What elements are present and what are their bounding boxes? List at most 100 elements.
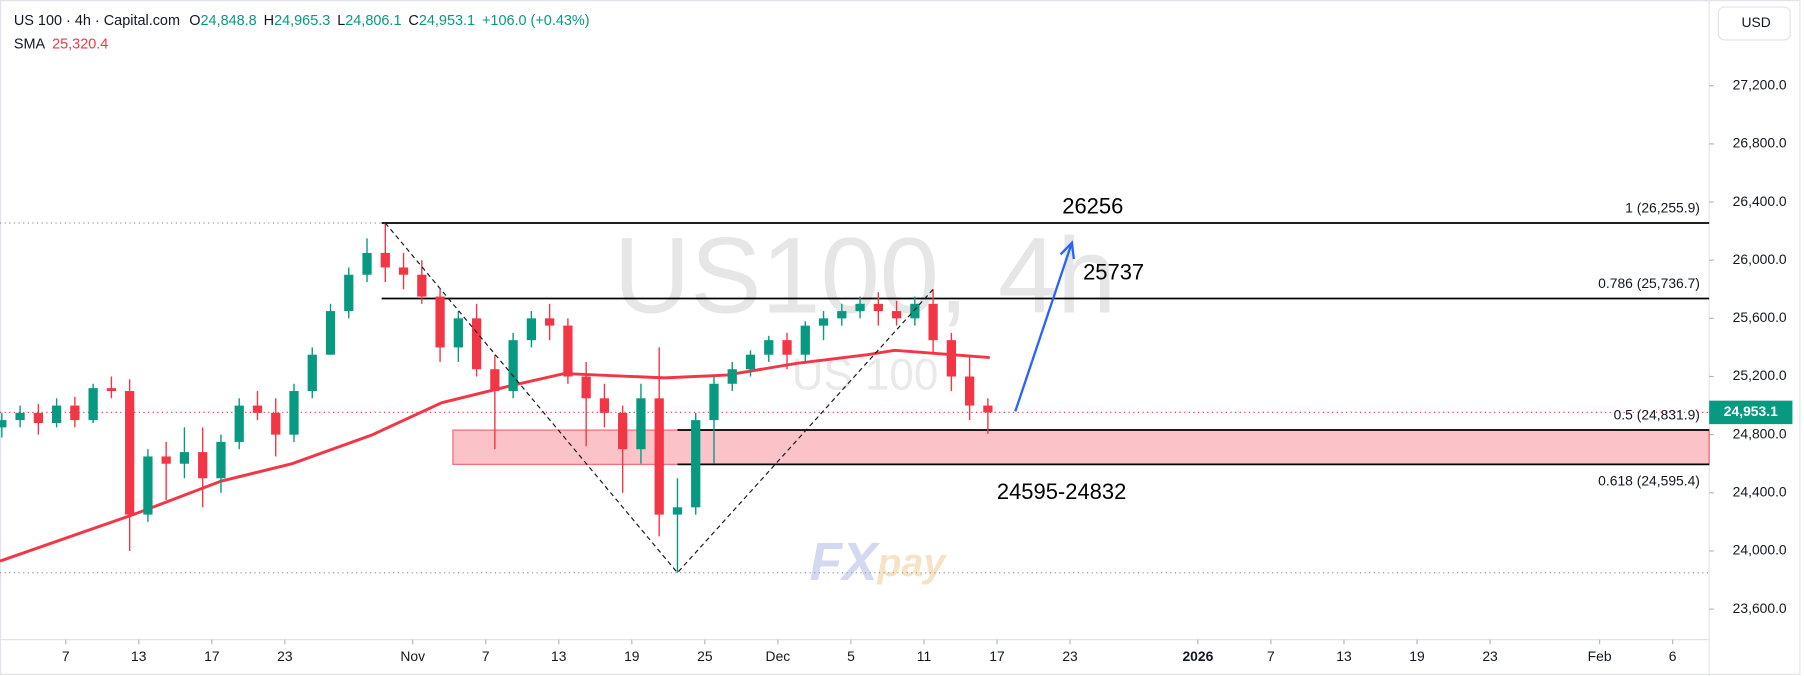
candle-body (252, 405, 263, 413)
fib-label: 0.5 (24,831.9) (1614, 407, 1700, 423)
fib-label: 0.786 (25,736.7) (1598, 275, 1700, 291)
candle-body (545, 318, 555, 326)
currency-button[interactable] (1717, 6, 1791, 41)
candle-body (471, 318, 482, 370)
candle-body (0, 420, 7, 428)
y-tick-label: 24,400.0 (1733, 483, 1787, 499)
x-tick-label: 13 (131, 648, 147, 664)
x-tick-label: Dec (766, 648, 791, 664)
x-tick-label: 19 (1409, 648, 1425, 664)
x-tick-label: 5 (847, 648, 855, 664)
ohlc-value: 24,953.1 (419, 13, 475, 29)
x-tick-label: 7 (482, 648, 490, 664)
candle-body (453, 318, 463, 348)
x-tick-label: 17 (204, 648, 220, 664)
candle-body (965, 376, 975, 406)
candle-body (33, 412, 43, 424)
candle-body (654, 398, 664, 515)
candle-body (490, 369, 500, 392)
candle-body (581, 376, 591, 399)
symbol: US 100 · 4h · Capital.com (14, 13, 180, 29)
candle-body (618, 412, 628, 450)
y-tick-label: 25,200.0 (1733, 367, 1787, 383)
candle-body (837, 311, 847, 319)
ohlc-key: O (189, 13, 200, 29)
x-tick-label: Nov (400, 648, 425, 664)
candle-body (691, 420, 701, 508)
y-tick-label: 26,000.0 (1733, 251, 1787, 267)
candle-body (928, 303, 938, 341)
annotation: 25737 (1083, 259, 1144, 284)
sma-value: 25,320.4 (52, 36, 108, 52)
x-tick-label: 6 (1669, 648, 1677, 664)
candle-body (106, 388, 117, 392)
x-tick-label: 17 (989, 648, 1005, 664)
y-tick-label: 26,400.0 (1733, 193, 1787, 209)
header: US 100 · 4h · Capital.com O24,848.8 H24,96… (14, 13, 590, 29)
y-tick-label: 25,600.0 (1733, 309, 1787, 325)
x-tick-label: Feb (1588, 648, 1612, 664)
candle-body (161, 456, 171, 464)
candle-body (271, 412, 281, 435)
x-tick-label: 23 (277, 648, 293, 664)
candle-body (289, 391, 299, 435)
candle-body (727, 369, 737, 384)
candle-body (398, 267, 409, 275)
candle-body (380, 252, 390, 268)
ohlc-key: L (337, 13, 345, 29)
x-tick-label: 13 (551, 648, 567, 664)
ohlc-value: 24,965.3 (274, 13, 330, 29)
candle-body (125, 391, 135, 515)
logo: FXpay (809, 532, 947, 592)
candle-body (216, 441, 226, 479)
candle-body (70, 405, 80, 421)
candle-body (435, 296, 445, 348)
ohlc-value: 24,848.8 (201, 13, 257, 29)
candle-body (307, 354, 317, 392)
candle-body (946, 340, 956, 377)
x-tick-label: 23 (1482, 648, 1498, 664)
change: +106.0 (+0.43%) (482, 13, 590, 29)
watermark-title: US100, 4h (614, 215, 1117, 336)
fib-label: 0.618 (24,595.4) (1598, 473, 1700, 489)
annotation: 26256 (1062, 193, 1123, 218)
candle-body (983, 405, 993, 413)
currency[interactable]: USD (1742, 14, 1771, 30)
candle-body (764, 340, 774, 355)
watermark-subtitle: US 100 (792, 350, 939, 399)
candle-body (891, 311, 902, 319)
candle-body (179, 452, 190, 464)
x-tick-label: 7 (62, 648, 70, 664)
y-tick-label: 24,000.0 (1733, 542, 1787, 558)
candle-body (855, 303, 865, 312)
candle-body (15, 412, 25, 421)
y-tick-label: 23,600.0 (1733, 600, 1787, 616)
candle-body (563, 325, 573, 377)
x-tick-label: 25 (697, 648, 713, 664)
annotation: 24595-24832 (997, 479, 1126, 504)
x-tick-label: 23 (1062, 648, 1078, 664)
candle-body (234, 405, 244, 442)
candle-body (325, 311, 336, 355)
candle-body (672, 507, 683, 515)
candle-body (800, 325, 810, 355)
logo-fx: FX (809, 532, 880, 592)
sma-legend: SMA 25,320.4 (14, 36, 108, 52)
candle-body (599, 398, 610, 413)
arrow-shaft (1014, 242, 1073, 412)
candle-body (88, 388, 98, 421)
candle-body (782, 340, 792, 355)
candle-body (344, 274, 354, 312)
candle-body (198, 452, 208, 479)
candle-body (745, 354, 756, 370)
x-tick-label: 2026 (1182, 648, 1213, 664)
candle-body (873, 303, 883, 312)
candle-body (51, 405, 62, 424)
candle-body (362, 252, 372, 275)
y-tick-label: 27,200.0 (1733, 76, 1787, 92)
price-tag (1709, 400, 1793, 425)
candle-body (709, 383, 719, 421)
x-tick-label: 11 (917, 648, 932, 664)
